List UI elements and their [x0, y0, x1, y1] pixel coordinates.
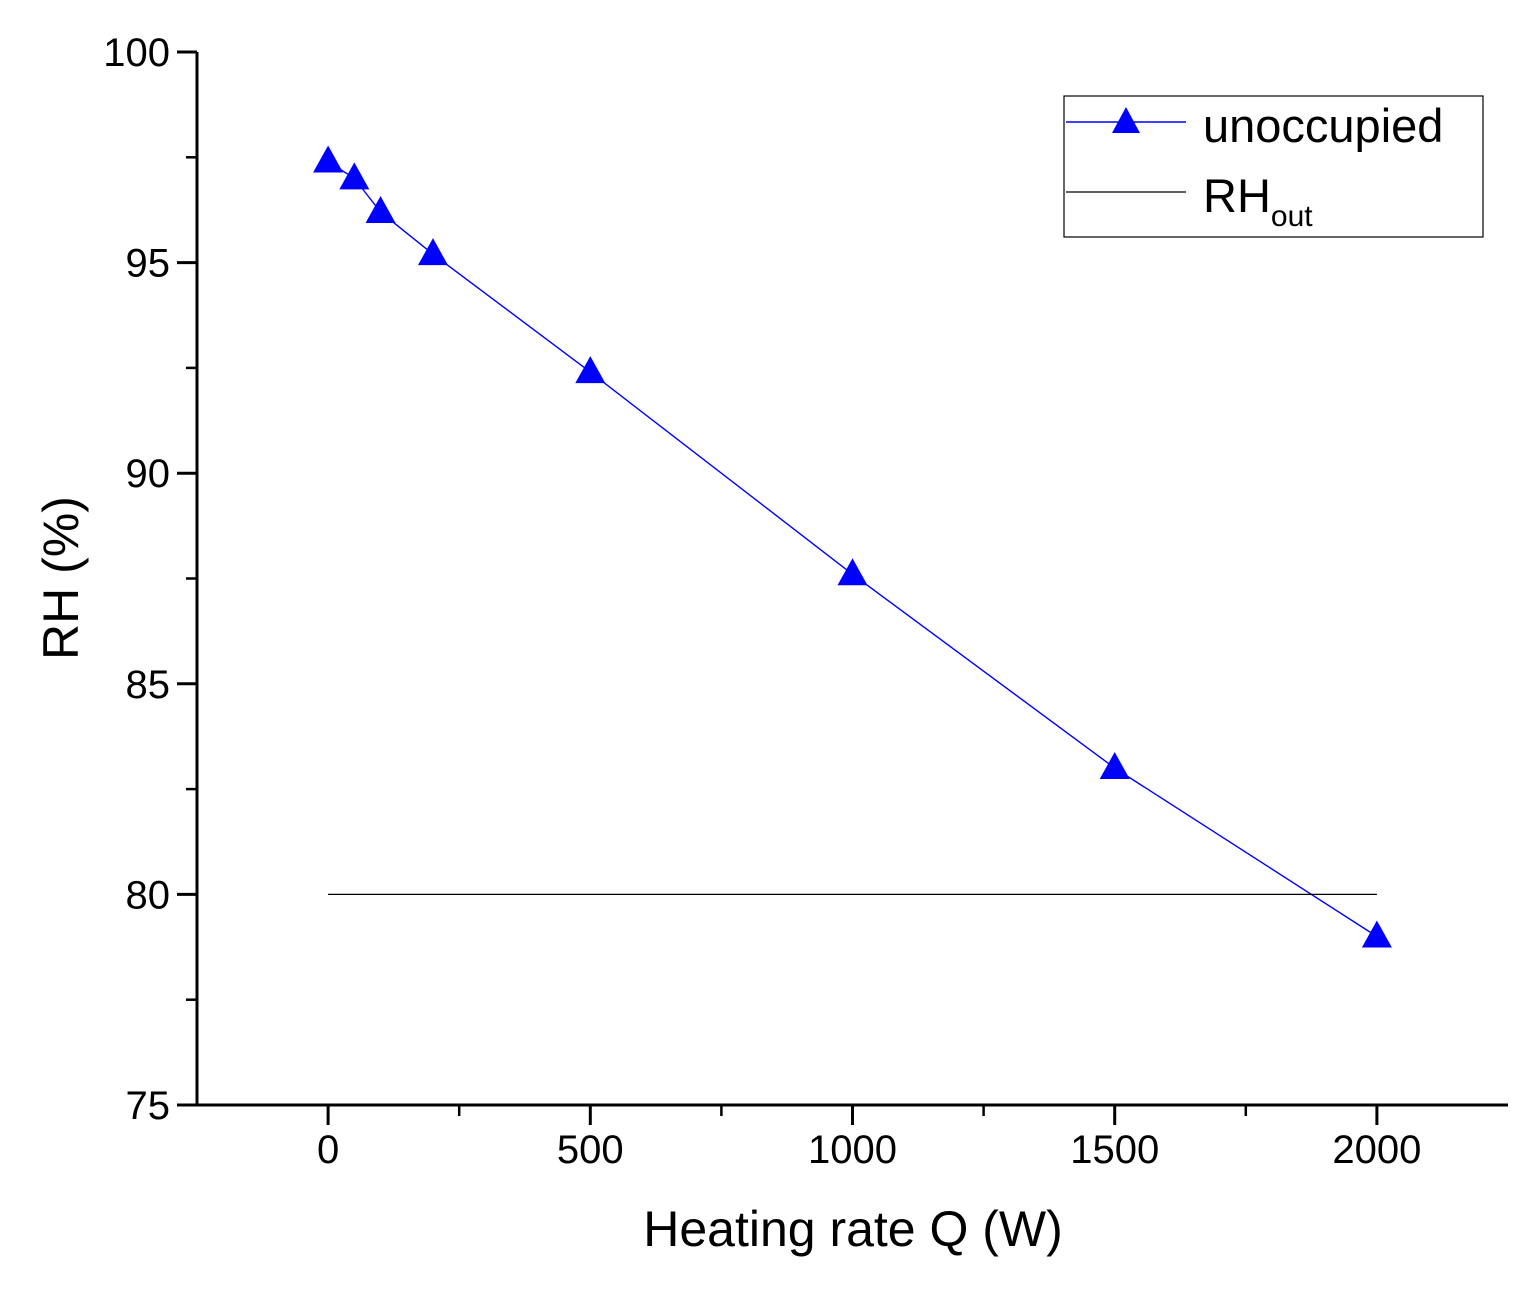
data-point-unoccupied: [575, 356, 606, 384]
data-point-unoccupied: [1099, 752, 1130, 780]
legend-label-rhout: RHout: [1203, 169, 1313, 233]
data-point-unoccupied: [837, 558, 868, 586]
y-tick-label: 75: [126, 1084, 171, 1128]
legend-marker-unoccupied: [1112, 107, 1140, 133]
x-tick-label: 1500: [1070, 1128, 1159, 1172]
legend-frame: [1063, 95, 1484, 238]
data-point-unoccupied: [339, 162, 370, 190]
y-axis-title: RH (%): [33, 496, 89, 660]
x-tick-label: 2000: [1332, 1128, 1421, 1172]
series-line-unoccupied: [327, 160, 1378, 938]
legend-label-unoccupied: unoccupied: [1203, 99, 1443, 152]
data-point-unoccupied: [365, 196, 396, 224]
legend-label-rhout-sub: out: [1271, 200, 1313, 233]
data-point-unoccupied: [313, 145, 344, 173]
data-point-unoccupied: [1361, 920, 1392, 948]
data-point-unoccupied: [417, 238, 448, 266]
y-tick-label: 90: [126, 452, 171, 496]
series-layer: [313, 145, 1392, 948]
x-tick-label: 0: [317, 1128, 339, 1172]
y-axis-ticks: 75 80 85 90 95 100: [103, 31, 197, 1128]
y-tick-label: 100: [103, 31, 170, 75]
x-tick-label: 500: [557, 1128, 624, 1172]
x-axis-title: Heating rate Q (W): [643, 1201, 1063, 1257]
y-tick-label: 95: [126, 242, 171, 286]
x-tick-label: 1000: [808, 1128, 897, 1172]
legend-label-rhout-main: RH: [1203, 169, 1271, 222]
x-axis-ticks: 0 500 1000 1500 2000: [317, 1105, 1421, 1172]
y-tick-label: 85: [126, 663, 171, 707]
legend: unoccupied RHout: [1063, 95, 1484, 238]
y-tick-label: 80: [126, 873, 171, 917]
